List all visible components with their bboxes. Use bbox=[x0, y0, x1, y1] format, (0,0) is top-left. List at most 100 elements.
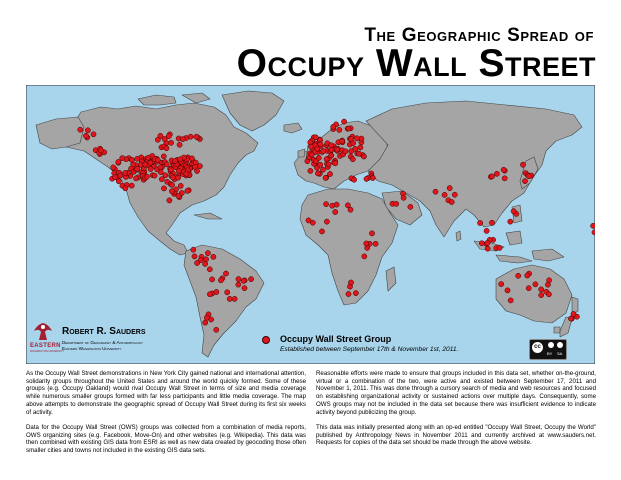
ows-group-marker bbox=[161, 185, 167, 192]
ows-group-marker bbox=[341, 118, 347, 125]
ows-group-marker bbox=[202, 261, 208, 267]
ows-group-marker bbox=[133, 175, 139, 182]
ows-group-marker bbox=[369, 175, 376, 181]
ows-group-marker bbox=[162, 172, 169, 179]
ows-group-marker bbox=[500, 166, 507, 173]
ows-group-marker bbox=[85, 127, 91, 134]
legend-label: Occupy Wall Street Group bbox=[280, 334, 392, 344]
ows-group-marker bbox=[248, 276, 254, 282]
title-line-2: Occupy Wall Street bbox=[236, 42, 596, 85]
ows-group-marker bbox=[327, 171, 333, 177]
ows-group-marker bbox=[134, 165, 141, 172]
ows-group-marker bbox=[546, 291, 552, 298]
ows-group-marker bbox=[400, 194, 407, 201]
ows-group-marker bbox=[163, 145, 170, 152]
paragraph-publication: This data was initially presented along … bbox=[316, 424, 596, 447]
ows-group-marker bbox=[570, 311, 577, 317]
ows-group-marker bbox=[147, 159, 154, 166]
ows-group-marker bbox=[235, 281, 242, 288]
ows-group-marker bbox=[115, 159, 122, 165]
ows-group-marker bbox=[241, 285, 248, 291]
ows-group-marker bbox=[339, 138, 345, 145]
ows-group-marker bbox=[165, 133, 172, 139]
asia bbox=[365, 100, 583, 238]
ows-group-marker bbox=[90, 131, 97, 138]
ows-group-marker bbox=[194, 260, 200, 266]
ows-group-marker bbox=[483, 228, 490, 234]
ows-group-marker bbox=[489, 219, 495, 226]
ows-group-marker bbox=[345, 125, 352, 132]
legend-marker-icon bbox=[262, 336, 270, 344]
ows-group-marker bbox=[172, 158, 179, 164]
ows-group-marker bbox=[446, 185, 453, 191]
paragraph-data-sources: Data for the Occupy Wall Street (OWS) gr… bbox=[26, 424, 306, 455]
cc-license-badge[interactable]: cc BY SA bbox=[529, 339, 567, 360]
greenland bbox=[221, 90, 285, 132]
new-zealand bbox=[571, 296, 579, 316]
ows-group-marker bbox=[112, 174, 118, 181]
ows-group-marker bbox=[134, 155, 141, 162]
ows-group-marker bbox=[210, 254, 217, 260]
ows-group-marker bbox=[157, 133, 164, 139]
ows-group-marker bbox=[169, 181, 175, 188]
ows-group-marker bbox=[77, 126, 84, 133]
ows-group-marker bbox=[308, 151, 315, 158]
ows-group-marker bbox=[122, 170, 128, 176]
ows-group-marker bbox=[189, 155, 195, 162]
ows-group-marker bbox=[175, 168, 182, 174]
ows-group-marker bbox=[240, 278, 247, 284]
ows-group-marker bbox=[145, 154, 152, 161]
ows-group-marker bbox=[231, 296, 238, 302]
ows-group-marker bbox=[347, 206, 354, 213]
ows-group-marker bbox=[324, 218, 330, 225]
cc-icon: cc bbox=[532, 342, 543, 353]
ows-group-marker bbox=[357, 144, 364, 151]
title-line-1: The Geographic Spread of bbox=[364, 25, 594, 46]
ows-group-marker bbox=[498, 281, 505, 287]
ows-group-marker bbox=[591, 229, 595, 236]
ows-group-marker bbox=[218, 277, 224, 284]
ows-group-marker bbox=[484, 245, 491, 252]
ows-group-marker bbox=[207, 291, 213, 298]
ows-group-marker bbox=[334, 146, 340, 153]
ows-group-marker bbox=[354, 135, 360, 142]
ows-group-marker bbox=[98, 147, 104, 154]
ows-group-marker bbox=[202, 319, 209, 326]
ows-group-marker bbox=[157, 164, 164, 171]
ows-group-marker bbox=[308, 143, 314, 150]
ows-group-markers bbox=[77, 118, 595, 333]
ows-group-marker bbox=[319, 228, 325, 235]
ows-group-marker bbox=[161, 136, 168, 142]
sa-label: SA bbox=[557, 351, 563, 356]
ows-group-marker bbox=[179, 136, 186, 142]
ows-group-marker bbox=[348, 136, 354, 142]
ows-group-marker bbox=[128, 157, 135, 163]
ows-group-marker bbox=[154, 136, 161, 143]
ows-group-marker bbox=[333, 201, 340, 208]
ows-group-marker bbox=[322, 175, 329, 181]
ows-group-marker bbox=[351, 176, 357, 183]
ows-group-marker bbox=[361, 153, 367, 160]
ows-group-marker bbox=[330, 124, 337, 130]
ows-group-marker bbox=[336, 127, 343, 133]
ows-group-marker bbox=[501, 175, 508, 182]
ows-group-marker bbox=[332, 209, 339, 215]
ows-group-marker bbox=[538, 286, 545, 293]
ows-group-marker bbox=[356, 150, 362, 157]
ows-group-marker bbox=[203, 256, 209, 263]
ows-group-marker bbox=[363, 240, 370, 247]
ows-group-marker bbox=[325, 161, 332, 168]
ows-group-marker bbox=[525, 173, 532, 180]
ows-group-marker bbox=[532, 281, 539, 288]
ows-group-marker bbox=[342, 148, 349, 155]
ows-group-marker bbox=[393, 201, 400, 207]
ows-group-marker bbox=[154, 157, 161, 163]
ows-group-marker bbox=[213, 326, 220, 333]
ows-group-marker bbox=[158, 176, 165, 183]
ows-group-marker bbox=[314, 145, 321, 152]
ows-group-marker bbox=[128, 182, 135, 189]
land-masses bbox=[35, 90, 583, 358]
ows-group-marker bbox=[345, 291, 352, 297]
ows-group-marker bbox=[522, 178, 528, 184]
ows-group-marker bbox=[328, 152, 335, 159]
